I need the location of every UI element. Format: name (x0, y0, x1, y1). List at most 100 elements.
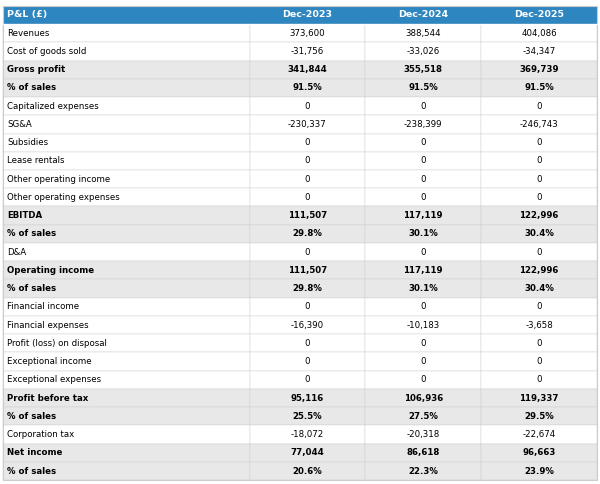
Bar (3, 334, 250, 352)
Text: 0: 0 (305, 248, 310, 257)
Bar (365, 371, 481, 389)
Bar (481, 6, 597, 24)
Text: 0: 0 (421, 175, 426, 183)
Bar (481, 298, 597, 316)
Bar (365, 42, 481, 60)
Text: EBITDA: EBITDA (7, 211, 43, 220)
Text: Corporation tax: Corporation tax (7, 430, 74, 439)
Text: Other operating expenses: Other operating expenses (7, 193, 120, 202)
Bar (3, 425, 250, 444)
Text: 0: 0 (536, 193, 542, 202)
Text: Exceptional income: Exceptional income (7, 357, 92, 366)
Text: 373,600: 373,600 (290, 29, 325, 38)
Bar (250, 425, 365, 444)
Text: -31,756: -31,756 (291, 47, 324, 56)
Bar (481, 134, 597, 152)
Bar (250, 298, 365, 316)
Bar (365, 334, 481, 352)
Bar (365, 444, 481, 462)
Text: 20.6%: 20.6% (293, 467, 322, 475)
Text: -20,318: -20,318 (407, 430, 440, 439)
Bar (250, 60, 365, 79)
Bar (365, 225, 481, 243)
Text: 111,507: 111,507 (288, 266, 327, 275)
Text: 0: 0 (536, 357, 542, 366)
Bar (3, 298, 250, 316)
Bar (250, 134, 365, 152)
Text: -230,337: -230,337 (288, 120, 327, 129)
Bar (250, 24, 365, 42)
Bar (250, 407, 365, 425)
Text: 0: 0 (305, 175, 310, 183)
Text: 0: 0 (536, 302, 542, 311)
Bar (250, 243, 365, 261)
Bar (3, 389, 250, 407)
Bar (3, 261, 250, 279)
Bar (481, 152, 597, 170)
Text: % of sales: % of sales (7, 229, 56, 238)
Bar (365, 188, 481, 207)
Text: Cost of goods sold: Cost of goods sold (7, 47, 86, 56)
Text: % of sales: % of sales (7, 83, 56, 92)
Bar (365, 425, 481, 444)
Text: 341,844: 341,844 (287, 65, 328, 74)
Bar (3, 316, 250, 334)
Bar (481, 316, 597, 334)
Text: 0: 0 (421, 357, 426, 366)
Bar (481, 188, 597, 207)
Bar (365, 79, 481, 97)
Text: 77,044: 77,044 (290, 448, 325, 457)
Bar (250, 462, 365, 480)
Text: 0: 0 (536, 339, 542, 348)
Text: Gross profit: Gross profit (7, 65, 65, 74)
Text: 0: 0 (305, 302, 310, 311)
Text: Financial income: Financial income (7, 302, 79, 311)
Bar (481, 425, 597, 444)
Bar (481, 79, 597, 97)
Text: 404,086: 404,086 (521, 29, 557, 38)
Text: Subsidies: Subsidies (7, 138, 49, 147)
Text: 86,618: 86,618 (407, 448, 440, 457)
Bar (3, 134, 250, 152)
Text: 30.4%: 30.4% (524, 284, 554, 293)
Bar (481, 352, 597, 371)
Bar (481, 243, 597, 261)
Bar (365, 389, 481, 407)
Text: % of sales: % of sales (7, 467, 56, 475)
Bar (250, 444, 365, 462)
Text: 0: 0 (305, 102, 310, 111)
Bar (481, 444, 597, 462)
Bar (250, 316, 365, 334)
Bar (3, 279, 250, 298)
Text: 0: 0 (421, 156, 426, 166)
Bar (365, 207, 481, 225)
Text: 106,936: 106,936 (404, 393, 443, 403)
Text: 0: 0 (305, 375, 310, 384)
Bar (3, 207, 250, 225)
Bar (481, 407, 597, 425)
Text: 0: 0 (421, 302, 426, 311)
Text: 91.5%: 91.5% (409, 83, 438, 92)
Text: D&A: D&A (7, 248, 26, 257)
Bar (481, 279, 597, 298)
Text: -238,399: -238,399 (404, 120, 443, 129)
Bar (250, 170, 365, 188)
Bar (3, 152, 250, 170)
Bar (3, 97, 250, 115)
Bar (481, 462, 597, 480)
Text: 0: 0 (305, 193, 310, 202)
Bar (481, 389, 597, 407)
Text: Other operating income: Other operating income (7, 175, 110, 183)
Text: 25.5%: 25.5% (293, 412, 322, 421)
Bar (365, 316, 481, 334)
Text: 117,119: 117,119 (404, 211, 443, 220)
Text: 0: 0 (536, 175, 542, 183)
Bar (3, 352, 250, 371)
Bar (365, 60, 481, 79)
Text: Dec-2024: Dec-2024 (398, 11, 448, 19)
Text: 91.5%: 91.5% (293, 83, 322, 92)
Bar (365, 261, 481, 279)
Bar (481, 24, 597, 42)
Bar (365, 134, 481, 152)
Bar (250, 207, 365, 225)
